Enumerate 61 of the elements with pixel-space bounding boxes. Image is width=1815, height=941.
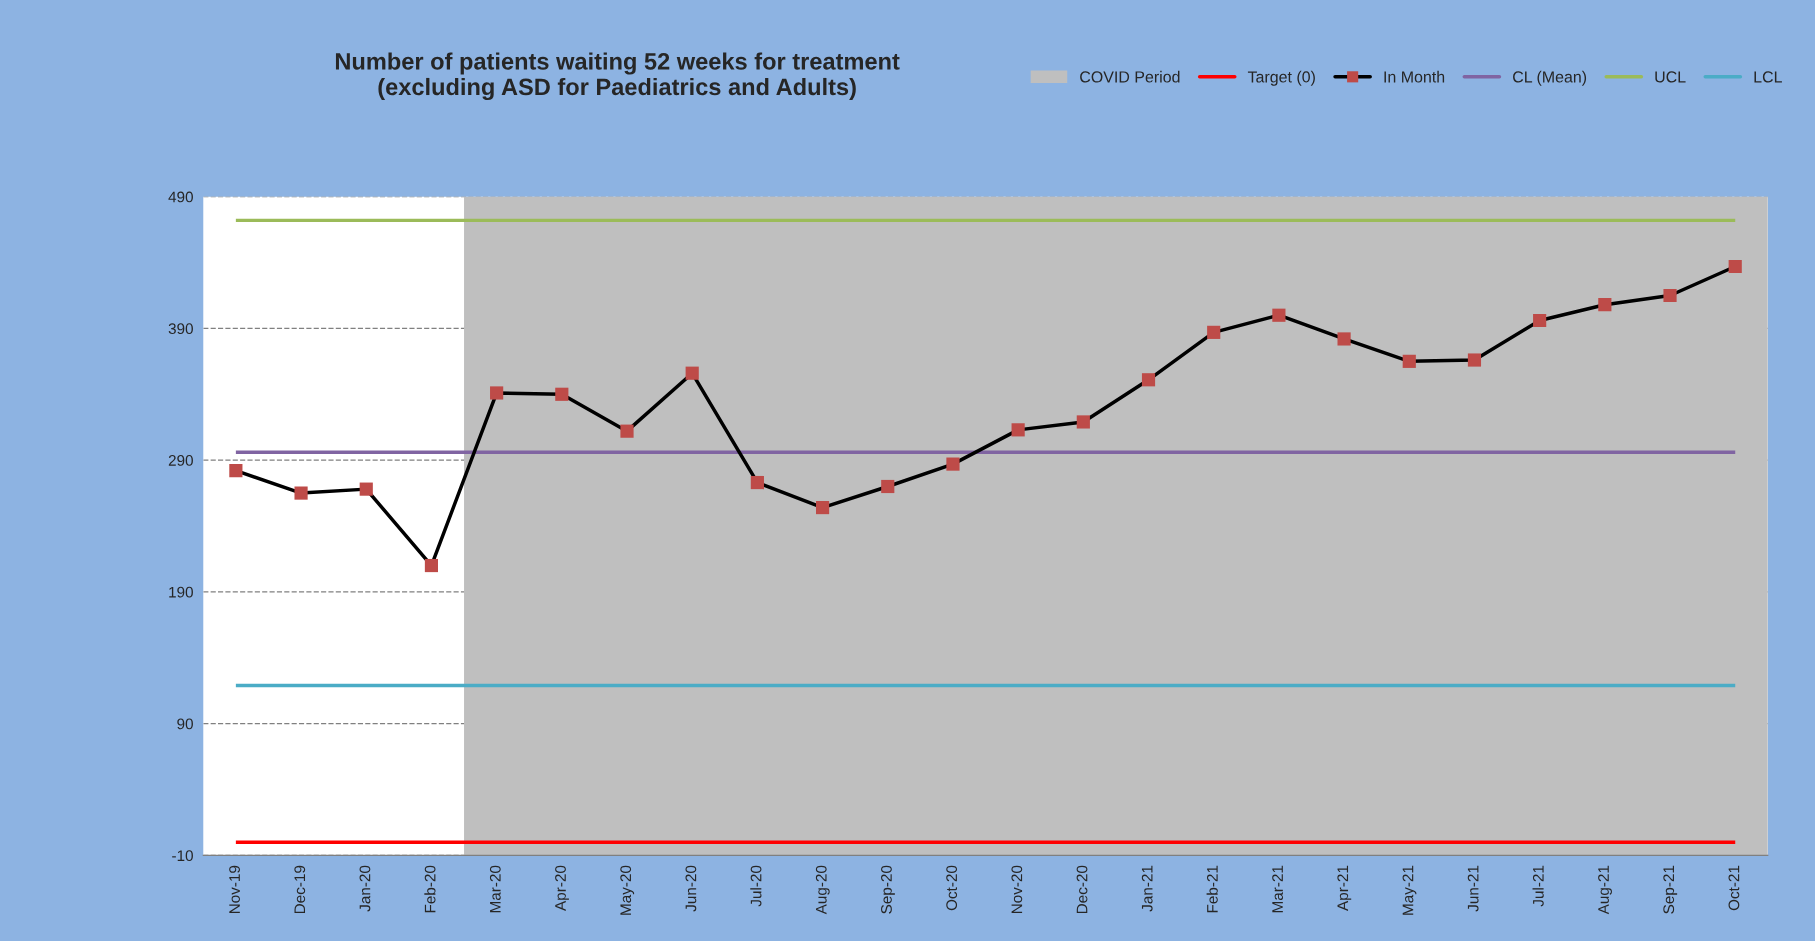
x-tick-label: Oct-21 xyxy=(1728,865,1740,911)
x-tick-label: Dec-19 xyxy=(294,865,306,914)
point xyxy=(1598,298,1612,312)
point xyxy=(1141,373,1156,387)
x-tick-label: Nov-20 xyxy=(1011,865,1023,914)
point xyxy=(1272,308,1286,322)
legend-label: UCL xyxy=(1655,71,1686,83)
point xyxy=(815,500,830,515)
point xyxy=(359,482,373,496)
x-tick-label: Sep-21 xyxy=(1663,865,1678,914)
point xyxy=(294,486,308,500)
point xyxy=(750,475,764,490)
chart-title: Number of patients waiting 52 weeks for treatment (excluding ASD for Paediatrics and Adults) xyxy=(335,52,900,101)
point xyxy=(1011,423,1025,437)
x-tick-label: Jan-21 xyxy=(1141,865,1153,912)
x-tick-label: Sep-20 xyxy=(881,865,895,914)
point xyxy=(1337,332,1351,346)
x-tick-label: Feb-20 xyxy=(424,865,436,913)
point xyxy=(1402,354,1416,368)
y-tick-label: 190 xyxy=(169,586,193,598)
x-tick-label: May-20 xyxy=(620,865,635,915)
x-tick-label: Aug-21 xyxy=(1598,865,1612,915)
legend-label: CL (Mean) xyxy=(1513,70,1587,86)
point xyxy=(685,366,699,380)
x-tick-label: Apr-21 xyxy=(1337,865,1352,911)
legend-label: COVID Period xyxy=(1080,70,1180,83)
point xyxy=(490,386,504,400)
point xyxy=(1467,353,1482,367)
point xyxy=(424,558,439,573)
x-tick-label: Jul-21 xyxy=(1532,865,1544,907)
x-tick-label: Aug-20 xyxy=(815,865,830,915)
legend-label: LCL xyxy=(1754,71,1782,83)
point xyxy=(946,457,960,471)
y-tick-label: 90 xyxy=(177,718,193,730)
x-tick-label: Apr-20 xyxy=(555,865,569,911)
x-tick-label: Nov-19 xyxy=(229,865,240,914)
x-tick-label: May-21 xyxy=(1402,865,1417,915)
y-tick-label: -10 xyxy=(172,850,193,862)
x-tick-label: Feb-21 xyxy=(1206,865,1218,913)
point xyxy=(229,464,243,478)
point xyxy=(881,479,895,494)
point xyxy=(1533,313,1547,328)
x-tick-label: Jun-20 xyxy=(685,865,697,912)
x-tick-label: Mar-20 xyxy=(489,865,501,913)
y-tick-label: 290 xyxy=(168,455,193,466)
x-tick-label: Jul-20 xyxy=(750,865,762,907)
y-tick-label: 390 xyxy=(168,323,193,335)
point xyxy=(620,424,634,438)
point xyxy=(1207,325,1221,339)
point xyxy=(1663,288,1677,303)
legend-label: Target (0) xyxy=(1247,70,1315,86)
point xyxy=(1728,259,1742,274)
y-tick-label: 490 xyxy=(168,191,193,203)
x-tick-label: Mar-21 xyxy=(1272,865,1283,913)
x-tick-label: Jan-20 xyxy=(359,865,371,912)
x-tick-label: Dec-20 xyxy=(1076,865,1088,914)
x-tick-label: Oct-20 xyxy=(946,865,958,911)
legend-label: In Month xyxy=(1384,70,1445,83)
point xyxy=(1076,415,1090,429)
x-tick-label: Jun-21 xyxy=(1467,865,1479,912)
point xyxy=(555,387,569,401)
